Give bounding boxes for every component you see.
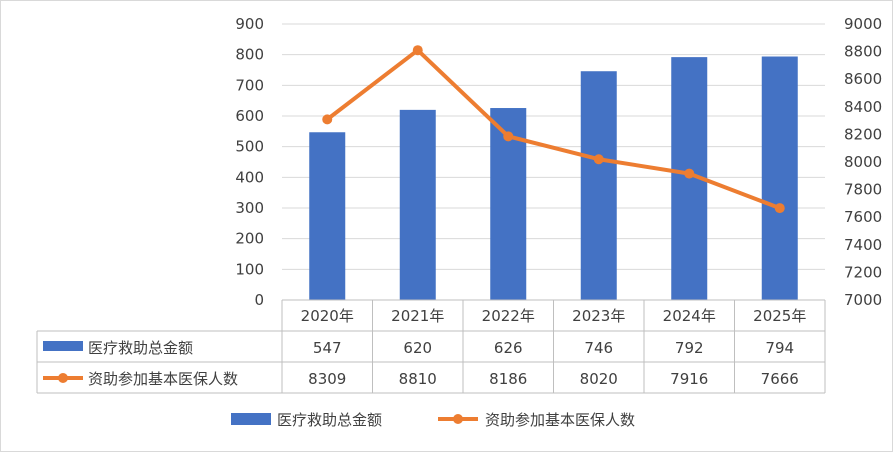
right-tick-label: 8600 <box>844 70 882 88</box>
table-value: 794 <box>765 339 794 357</box>
table-value: 8186 <box>489 370 527 388</box>
legend-label: 资助参加基本医保人数 <box>485 411 635 429</box>
table-value: 8309 <box>308 370 346 388</box>
left-tick-label: 500 <box>235 138 264 156</box>
right-tick-label: 7800 <box>844 181 882 199</box>
line-point <box>684 168 695 179</box>
right-tick-label: 8800 <box>844 43 882 61</box>
right-tick-label: 8000 <box>844 153 882 171</box>
bar-series <box>309 56 798 301</box>
left-tick-label: 600 <box>235 107 264 125</box>
line-point <box>412 45 423 56</box>
category-label: 2021年 <box>391 307 444 325</box>
table-key-bar <box>43 341 83 351</box>
legend-label: 医疗救助总金额 <box>277 411 382 429</box>
left-tick-label: 800 <box>235 46 264 64</box>
legend-key-bar <box>231 413 271 425</box>
category-label: 2022年 <box>482 307 535 325</box>
category-label: 2020年 <box>301 307 354 325</box>
category-label: 2023年 <box>572 307 625 325</box>
line-point <box>774 203 785 214</box>
series-line <box>326 48 781 210</box>
table-series-name: 医疗救助总金额 <box>88 339 193 357</box>
bar <box>761 56 798 300</box>
line-point <box>503 131 514 142</box>
line-point <box>593 154 604 165</box>
bar <box>399 109 436 300</box>
category-label: 2024年 <box>663 307 716 325</box>
table-value: 620 <box>403 339 432 357</box>
left-tick-label: 0 <box>254 291 264 309</box>
right-tick-label: 8200 <box>844 125 882 143</box>
right-tick-label: 7200 <box>844 263 882 281</box>
left-tick-label: 200 <box>235 230 264 248</box>
left-tick-label: 900 <box>235 15 264 33</box>
table-value: 7916 <box>670 370 708 388</box>
table-value: 547 <box>313 339 342 357</box>
right-axis-ticks: 7000 7200 7400 7600 7800 8000 8200 8400 8600 8800… <box>844 15 882 309</box>
right-tick-label: 9000 <box>844 15 882 33</box>
table-key-marker <box>58 373 68 383</box>
bar <box>309 132 346 300</box>
category-label: 2025年 <box>753 307 806 325</box>
right-tick-label: 7400 <box>844 236 882 254</box>
legend: 医疗救助总金额 资助参加基本医保人数 <box>231 411 635 429</box>
left-axis-ticks: 0 100 200 300 400 500 600 700 800 900 <box>235 15 264 309</box>
table-value: 626 <box>494 339 523 357</box>
right-tick-label: 7600 <box>844 208 882 226</box>
left-tick-label: 300 <box>235 199 264 217</box>
line-series <box>322 45 785 214</box>
table-value: 746 <box>584 339 613 357</box>
table-value: 792 <box>675 339 704 357</box>
table-value: 8020 <box>580 370 618 388</box>
table-value: 7666 <box>761 370 799 388</box>
bar <box>580 71 617 300</box>
left-tick-label: 100 <box>235 260 264 278</box>
table-series-name: 资助参加基本医保人数 <box>88 370 238 388</box>
right-tick-label: 7000 <box>844 291 882 309</box>
line-point <box>322 114 333 125</box>
legend-key-marker <box>453 414 463 424</box>
left-tick-label: 400 <box>235 168 264 186</box>
right-tick-label: 8400 <box>844 98 882 116</box>
table-value: 8810 <box>399 370 437 388</box>
left-tick-label: 700 <box>235 76 264 94</box>
